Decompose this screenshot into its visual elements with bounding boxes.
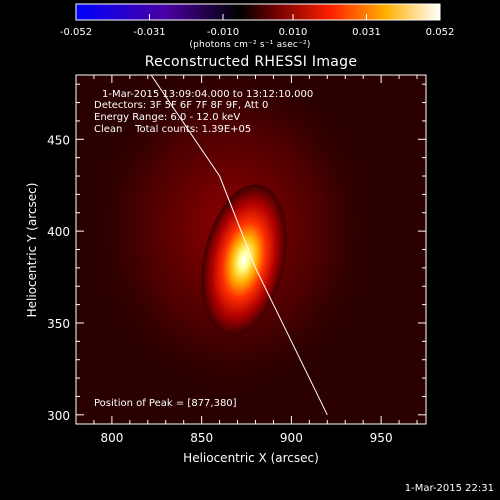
solar-limb-line <box>150 75 328 416</box>
x-tick-label: 950 <box>370 431 393 445</box>
colorbar-labels: -0.052 -0.031 -0.010 0.010 0.031 0.052 <box>0 0 500 60</box>
annotation-peak-position: Position of Peak = [877,380] <box>94 398 237 409</box>
x-tick-label: 800 <box>100 431 123 445</box>
y-tick-label: 350 <box>47 317 70 331</box>
colorbar-tick-label: 0.052 <box>425 27 455 38</box>
annotation-method: Clean Total counts: 1.39E+05 <box>94 124 252 135</box>
annotation-energy-range: Energy Range: 6.0 - 12.0 keV <box>94 112 241 123</box>
footer-timestamp: 1-Mar-2015 22:31 <box>404 483 494 494</box>
x-axis-label: Heliocentric X (arcsec) <box>183 451 319 465</box>
colorbar-tick-label: -0.052 <box>59 27 93 38</box>
colorbar-gradient <box>75 3 441 21</box>
chart-title: Reconstructed RHESSI Image <box>144 54 358 70</box>
y-tick-label: 300 <box>47 409 70 423</box>
y-axis-label: Heliocentric Y (arcsec) <box>25 183 39 318</box>
colorbar-tick-label: 0.010 <box>278 27 308 38</box>
colorbar-tick-label: 0.031 <box>352 27 381 38</box>
x-tick-label: 900 <box>280 431 303 445</box>
colorbar-unit-label: (photons cm⁻² s⁻¹ asec⁻²) <box>189 40 311 50</box>
source-emission <box>201 184 287 336</box>
y-tick-label: 400 <box>47 225 70 239</box>
annotation-time-range: 1-Mar-2015 13:09:04.000 to 13:12:10.000 <box>102 89 314 100</box>
annotation-detectors: Detectors: 3F 5F 6F 7F 8F 9F, Att 0 <box>94 100 269 111</box>
colorbar-tick-label: -0.031 <box>133 27 166 38</box>
colorbar <box>75 3 441 21</box>
x-tick-label: 850 <box>190 431 213 445</box>
colorbar-tick-label: -0.010 <box>206 27 240 38</box>
y-tick-label: 450 <box>47 133 70 147</box>
